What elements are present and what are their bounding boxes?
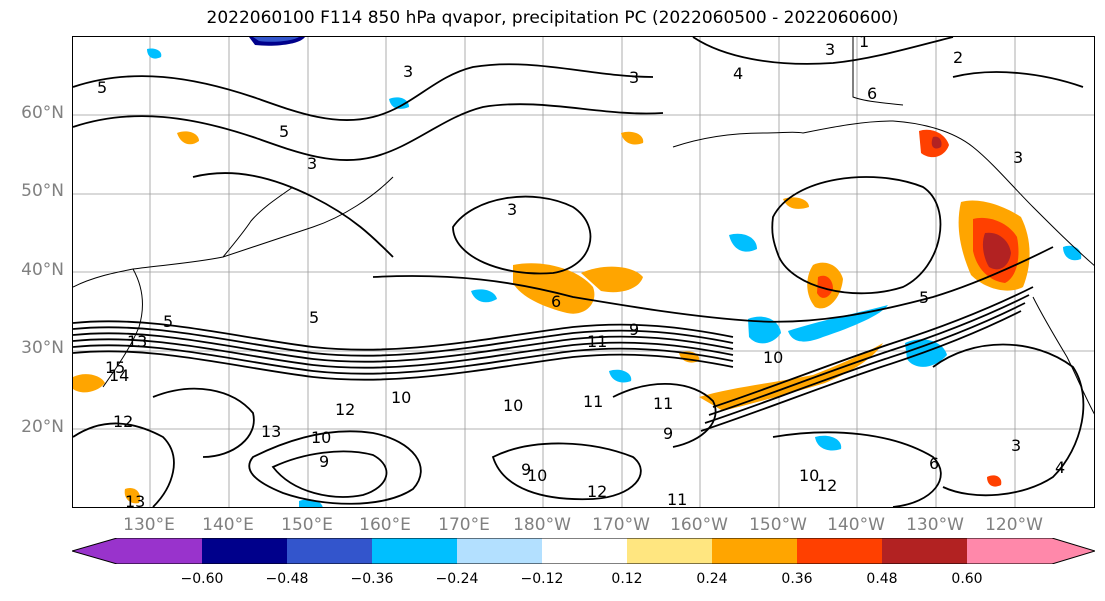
contour-label: 11 <box>653 394 673 413</box>
contour-label: 12 <box>113 412 133 431</box>
lon-label-150e: 150°E <box>281 515 333 535</box>
contour-label: 1 <box>859 37 869 51</box>
contour-label: 3 <box>1013 148 1023 167</box>
colorbar-tick-label: 0.60 <box>951 571 983 587</box>
contour-label: 10 <box>311 428 331 447</box>
colorbar-tick-label: −0.12 <box>520 571 564 587</box>
contour-label: 11 <box>583 392 603 411</box>
contour-label: 3 <box>629 68 639 87</box>
colorbar-svg <box>70 537 1097 565</box>
contour-label: 3 <box>507 200 517 219</box>
map-panel: 5 3 3 4 5 3 6 2 1 5 3 3 5 3 6 9 11 10 5 … <box>72 36 1095 508</box>
contour-label: 10 <box>527 466 547 485</box>
contour-label: 15 <box>105 358 125 377</box>
colorbar-tick-label: 0.12 <box>611 571 643 587</box>
colorbar-segment <box>797 538 882 564</box>
lon-label-180w: 180°W <box>513 515 571 535</box>
lat-label-50n: 50°N <box>21 181 64 201</box>
contour-label: 9 <box>521 460 531 479</box>
lon-label-120w: 120°W <box>985 515 1043 535</box>
contour-label: 10 <box>763 348 783 367</box>
map-canvas: 5 3 3 4 5 3 6 2 1 5 3 3 5 3 6 9 11 10 5 … <box>73 37 1094 508</box>
colorbar-segment <box>882 538 967 564</box>
contour-label: 6 <box>551 292 561 311</box>
contour-label: 2 <box>953 48 963 67</box>
contour-label: 12 <box>335 400 355 419</box>
colorbar-segment <box>542 538 627 564</box>
lon-label-160e: 160°E <box>359 515 411 535</box>
colorbar-tick-label: −0.48 <box>265 571 309 587</box>
contour-label: 3 <box>1011 436 1021 455</box>
map-title: 2022060100 F114 850 hPa qvapor, precipit… <box>206 8 899 28</box>
precip-negative-shading <box>147 37 1082 451</box>
contour-label: 9 <box>663 424 673 443</box>
lat-label-40n: 40°N <box>21 260 64 280</box>
lon-label-150w: 150°W <box>749 515 807 535</box>
lon-label-140e: 140°E <box>202 515 254 535</box>
contour-label: 6 <box>867 84 877 103</box>
lon-label-160w: 160°W <box>670 515 728 535</box>
lon-label-170w: 170°W <box>592 515 650 535</box>
contour-label: 13 <box>125 492 145 508</box>
lat-label-60n: 60°N <box>21 103 64 123</box>
colorbar-tick-label: 0.48 <box>866 571 898 587</box>
contour-label: 13 <box>261 422 281 441</box>
contour-label: 12 <box>817 476 837 495</box>
contour-label: 3 <box>403 62 413 81</box>
colorbar-segment <box>202 538 287 564</box>
contour-label: 4 <box>1055 458 1065 477</box>
coastlines <box>73 37 1094 415</box>
lon-label-130e: 130°E <box>123 515 175 535</box>
colorbar-tick-label: −0.60 <box>180 571 224 587</box>
colorbar-tick-label: −0.24 <box>435 571 479 587</box>
contour-label: 4 <box>733 64 743 83</box>
qvapor-contours <box>73 37 1085 507</box>
colorbar-tick-label: 0.36 <box>781 571 813 587</box>
contour-label: 10 <box>391 388 411 407</box>
contour-label: 11 <box>667 490 687 508</box>
contour-label: 10 <box>503 396 523 415</box>
lon-label-170e: 170°E <box>438 515 490 535</box>
contour-label: 5 <box>919 288 929 307</box>
contour-label: 5 <box>97 78 107 97</box>
contour-label: 3 <box>307 154 317 173</box>
colorbar-extend-high <box>967 538 1095 564</box>
colorbar-tick-label: −0.36 <box>350 571 394 587</box>
contour-label: 11 <box>587 332 607 351</box>
contour-label: 5 <box>309 308 319 327</box>
colorbar-segment <box>457 538 542 564</box>
precip-positive-shading <box>73 129 1030 507</box>
colorbar-extend-low <box>72 538 202 564</box>
colorbar-segment <box>287 538 372 564</box>
lon-label-130w: 130°W <box>906 515 964 535</box>
lon-label-140w: 140°W <box>827 515 885 535</box>
contour-labels: 5 3 3 4 5 3 6 2 1 5 3 3 5 3 6 9 11 10 5 … <box>97 37 1065 508</box>
lat-label-20n: 20°N <box>21 417 64 437</box>
contour-label: 9 <box>319 452 329 471</box>
colorbar-tick-label: 0.24 <box>696 571 728 587</box>
contour-label: 5 <box>279 122 289 141</box>
colorbar-segment <box>627 538 712 564</box>
contour-label: 10 <box>799 466 819 485</box>
colorbar <box>70 537 1097 568</box>
contour-label: 3 <box>825 40 835 59</box>
contour-label: 14 <box>109 366 129 385</box>
colorbar-segment <box>372 538 457 564</box>
contour-label: 6 <box>929 454 939 473</box>
lat-label-30n: 30°N <box>21 338 64 358</box>
contour-label: 13 <box>127 332 147 351</box>
contour-label: 12 <box>587 482 607 501</box>
contour-label: 9 <box>629 320 639 339</box>
contour-label: 5 <box>163 312 173 331</box>
colorbar-segment <box>712 538 797 564</box>
